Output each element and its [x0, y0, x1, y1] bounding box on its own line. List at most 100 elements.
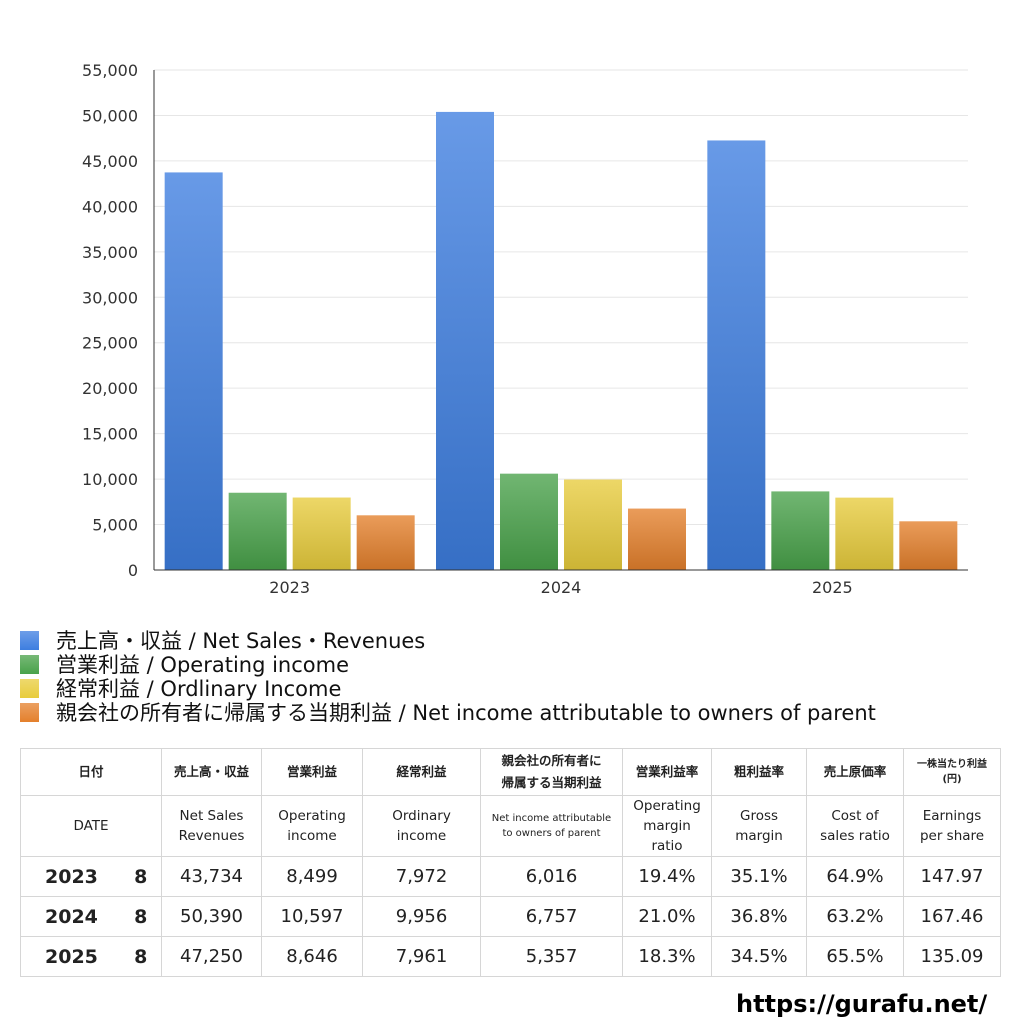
- y-tick-label: 5,000: [92, 516, 138, 535]
- bar-2023-series-1: [228, 492, 287, 570]
- bar-2025-series-0: [707, 140, 766, 571]
- header-line: 帰属する当期利益: [501, 775, 602, 790]
- y-tick-label: 10,000: [82, 470, 138, 489]
- y-tick-label: 20,000: [82, 379, 138, 398]
- y-tick-label: 40,000: [82, 197, 138, 216]
- header-line: Net Sales: [179, 808, 244, 824]
- header-ordinary-income-jp: 経常利益: [362, 748, 482, 796]
- header-line: 親会社の所有者に: [501, 753, 602, 768]
- header-line: Cost of: [831, 808, 879, 824]
- cell-net-sales: 47,250: [161, 936, 263, 977]
- site-url[interactable]: https://gurafu.net/: [736, 990, 988, 1018]
- header-gross-margin-jp: 粗利益率: [711, 748, 808, 796]
- cell-operating-income: 8,646: [261, 936, 364, 977]
- y-tick-label: 35,000: [82, 243, 138, 262]
- legend-item-operating-income: 営業利益 / Operating income: [20, 652, 1020, 677]
- chart-bars: [164, 111, 958, 571]
- cell-operating-margin: 21.0%: [622, 896, 713, 937]
- legend-swatch: [20, 630, 39, 650]
- cell-net-income: 6,757: [480, 896, 624, 937]
- row-month: 8: [120, 896, 163, 937]
- header-operating-margin-en: Operating margin ratio: [622, 795, 713, 857]
- bar-2024-series-3: [628, 508, 686, 570]
- legend-swatch: [20, 702, 39, 722]
- row-year: 2025: [20, 936, 121, 977]
- cell-gross-margin: 36.8%: [711, 896, 808, 937]
- header-net-income-jp: 親会社の所有者に 帰属する当期利益: [480, 748, 624, 796]
- header-line: Revenues: [178, 828, 245, 844]
- cell-ordinary-income: 7,961: [362, 936, 482, 977]
- bar-2024-series-2: [564, 479, 622, 570]
- cell-cost-ratio: 65.5%: [806, 936, 905, 977]
- y-tick-label: 25,000: [82, 334, 138, 353]
- x-tick-label: 2023: [269, 578, 310, 597]
- table-row: 2025 8 47,250 8,646 7,961 5,357 18.3% 34…: [20, 936, 1002, 977]
- header-gross-margin-en: Gross margin: [711, 795, 808, 857]
- header-line: Earnings: [922, 808, 982, 824]
- y-tick-label: 55,000: [82, 61, 138, 80]
- header-line: Gross: [739, 808, 779, 824]
- cell-ordinary-income: 9,956: [362, 896, 482, 937]
- row-year: 2023: [20, 856, 121, 897]
- header-cost-ratio-en: Cost of sales ratio: [806, 795, 905, 857]
- legend-swatch: [20, 654, 39, 674]
- header-eps-jp: 一株当たり利益 (円): [903, 748, 1002, 796]
- header-net-income-en: Net income attributable to owners of par…: [480, 795, 624, 857]
- table-header-en: DATE Net Sales Revenues Operating income…: [19, 795, 1002, 857]
- header-line: ratio: [651, 838, 683, 854]
- legend-label: 営業利益 / Operating income: [56, 653, 350, 677]
- table-header-jp: 日付 売上高・収益 営業利益 経常利益 親会社の所有者に 帰属する当期利益 営業…: [19, 748, 1002, 796]
- header-net-sales-en: Net Sales Revenues: [161, 795, 263, 857]
- y-tick-label: 30,000: [82, 288, 138, 307]
- x-tick-label: 2025: [812, 578, 853, 597]
- header-line: income: [396, 828, 447, 844]
- cell-eps: 147.97: [903, 856, 1002, 897]
- bar-2024-series-0: [436, 111, 494, 570]
- bar-2025-series-3: [899, 521, 958, 570]
- cell-net-sales: 43,734: [161, 856, 263, 897]
- legend-label: 親会社の所有者に帰属する当期利益 / Net income attributab…: [56, 701, 876, 725]
- header-operating-income-jp: 営業利益: [261, 748, 364, 796]
- cell-eps: 167.46: [903, 896, 1002, 937]
- header-line: Operating: [278, 808, 346, 824]
- cell-operating-margin: 18.3%: [622, 936, 713, 977]
- x-axis-ticks: 2023 2024 2025: [269, 578, 852, 597]
- y-tick-label: 15,000: [82, 425, 138, 444]
- header-cost-ratio-jp: 売上原価率: [806, 748, 905, 796]
- header-ordinary-income-en: Ordinary income: [362, 795, 482, 857]
- header-date-en: DATE: [19, 795, 163, 857]
- header-line: (円): [942, 774, 962, 785]
- header-line: Net income attributable: [491, 813, 612, 824]
- cell-operating-income: 8,499: [261, 856, 364, 897]
- cell-ordinary-income: 7,972: [362, 856, 482, 897]
- chart-axes: [153, 70, 968, 571]
- row-month: 8: [120, 856, 163, 897]
- y-tick-label: 45,000: [82, 152, 138, 171]
- header-line: margin: [643, 818, 691, 834]
- row-year: 2024: [20, 896, 121, 937]
- cell-net-income: 5,357: [480, 936, 624, 977]
- bar-2023-series-3: [356, 515, 415, 570]
- cell-operating-income: 10,597: [261, 896, 364, 937]
- chart-legend: 売上高・収益 / Net Sales・Revenues 営業利益 / Opera…: [20, 628, 1020, 725]
- header-line: margin: [735, 828, 783, 844]
- bar-2025-series-1: [771, 491, 830, 570]
- legend-label: 売上高・収益 / Net Sales・Revenues: [56, 629, 426, 653]
- header-line: Operating: [633, 798, 701, 814]
- row-month: 8: [120, 936, 163, 977]
- legend-item-ordinary-income: 経常利益 / Ordlinary Income: [20, 676, 1020, 701]
- header-operating-margin-jp: 営業利益率: [622, 748, 713, 796]
- y-axis-ticks: 0 5,000 10,000 15,000 20,000 25,000 30,000 35,0…: [82, 61, 138, 580]
- header-line: per share: [919, 828, 985, 844]
- cell-gross-margin: 35.1%: [711, 856, 808, 897]
- table-row: 2024 8 50,390 10,597 9,956 6,757 21.0% 3…: [20, 896, 1002, 937]
- legend-item-net-sales: 売上高・収益 / Net Sales・Revenues: [20, 628, 1020, 653]
- legend-label: 経常利益 / Ordlinary Income: [56, 677, 342, 701]
- x-tick-label: 2024: [541, 578, 582, 597]
- header-line: to owners of parent: [502, 828, 601, 839]
- chart-gridlines: [154, 69, 968, 526]
- legend-item-net-income: 親会社の所有者に帰属する当期利益 / Net income attributab…: [20, 700, 1020, 725]
- table-row: 2023 8 43,734 8,499 7,972 6,016 19.4% 35…: [20, 856, 1002, 897]
- header-line: 一株当たり利益: [917, 759, 988, 770]
- header-net-sales-jp: 売上高・収益: [161, 748, 263, 796]
